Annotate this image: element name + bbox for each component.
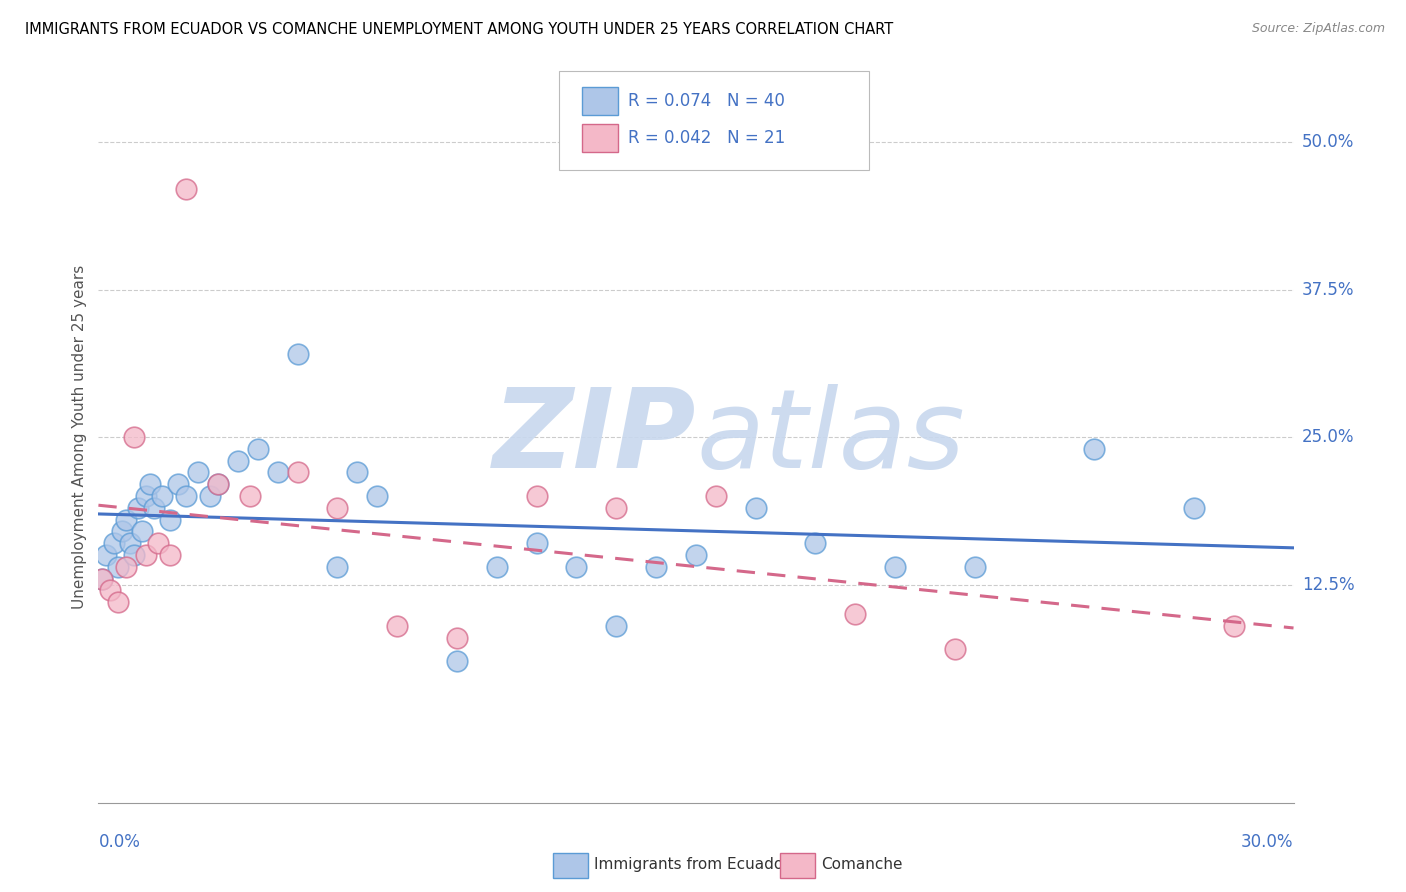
Text: IMMIGRANTS FROM ECUADOR VS COMANCHE UNEMPLOYMENT AMONG YOUTH UNDER 25 YEARS CORR: IMMIGRANTS FROM ECUADOR VS COMANCHE UNEM…	[25, 22, 894, 37]
Point	[645, 559, 668, 574]
Point	[148, 536, 170, 550]
Point	[685, 548, 707, 562]
Point	[111, 524, 134, 539]
Text: R = 0.042   N = 21: R = 0.042 N = 21	[628, 129, 785, 147]
Point	[98, 583, 122, 598]
Text: ZIP: ZIP	[492, 384, 696, 491]
Point	[198, 489, 221, 503]
Point	[115, 559, 138, 574]
Point	[246, 442, 269, 456]
Point	[143, 500, 166, 515]
Bar	[779, 853, 815, 878]
Point	[107, 559, 129, 574]
Point	[366, 489, 388, 503]
Point	[96, 548, 118, 562]
Point	[115, 513, 138, 527]
Point	[207, 477, 229, 491]
Point	[526, 489, 548, 503]
Point	[127, 500, 149, 515]
Text: Comanche: Comanche	[821, 857, 903, 872]
Point	[605, 500, 627, 515]
Point	[139, 477, 162, 491]
Point	[135, 489, 157, 503]
Point	[174, 489, 197, 503]
Y-axis label: Unemployment Among Youth under 25 years: Unemployment Among Youth under 25 years	[72, 265, 87, 609]
Point	[446, 631, 468, 645]
Point	[159, 548, 181, 562]
Point	[943, 642, 966, 657]
Point	[485, 559, 508, 574]
Point	[287, 347, 309, 361]
Point	[326, 559, 349, 574]
Point	[150, 489, 173, 503]
Point	[745, 500, 768, 515]
Text: 0.0%: 0.0%	[98, 833, 141, 851]
Point	[103, 536, 125, 550]
Text: 50.0%: 50.0%	[1302, 133, 1354, 151]
Bar	[582, 124, 619, 152]
FancyBboxPatch shape	[558, 71, 869, 170]
Point	[239, 489, 262, 503]
Text: atlas: atlas	[696, 384, 965, 491]
Point	[124, 430, 146, 444]
Point	[287, 466, 309, 480]
Point	[1083, 442, 1105, 456]
Point	[267, 466, 290, 480]
Point	[226, 453, 249, 467]
Point	[385, 619, 409, 633]
Point	[1223, 619, 1246, 633]
Point	[120, 536, 142, 550]
Point	[884, 559, 907, 574]
Text: 25.0%: 25.0%	[1302, 428, 1354, 446]
Text: 12.5%: 12.5%	[1302, 575, 1354, 593]
Text: Source: ZipAtlas.com: Source: ZipAtlas.com	[1251, 22, 1385, 36]
Point	[91, 572, 114, 586]
Point	[91, 572, 114, 586]
Point	[526, 536, 548, 550]
Text: R = 0.074   N = 40: R = 0.074 N = 40	[628, 93, 785, 111]
Point	[174, 182, 197, 196]
Text: 30.0%: 30.0%	[1241, 833, 1294, 851]
Bar	[553, 853, 589, 878]
Bar	[582, 87, 619, 115]
Point	[159, 513, 181, 527]
Point	[804, 536, 827, 550]
Point	[107, 595, 129, 609]
Point	[207, 477, 229, 491]
Point	[605, 619, 627, 633]
Point	[124, 548, 146, 562]
Point	[844, 607, 866, 621]
Point	[704, 489, 727, 503]
Point	[1182, 500, 1205, 515]
Point	[963, 559, 986, 574]
Point	[565, 559, 588, 574]
Point	[131, 524, 153, 539]
Point	[346, 466, 368, 480]
Point	[187, 466, 209, 480]
Point	[326, 500, 349, 515]
Point	[446, 654, 468, 668]
Text: Immigrants from Ecuador: Immigrants from Ecuador	[595, 857, 790, 872]
Point	[135, 548, 157, 562]
Text: 37.5%: 37.5%	[1302, 281, 1354, 299]
Point	[167, 477, 190, 491]
